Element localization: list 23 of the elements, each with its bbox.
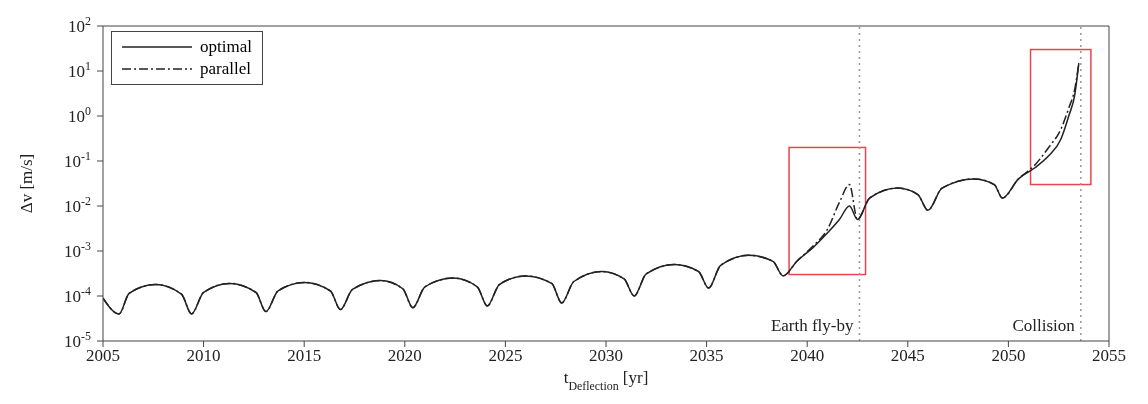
legend-label: optimal	[200, 36, 252, 58]
x-tick-label: 2030	[589, 346, 623, 366]
y-tick-label: 10$^{-4}$	[64, 284, 92, 306]
ref-line-label: Earth fly-by	[770, 316, 855, 335]
ref-line-label: Collision	[1012, 316, 1076, 335]
y-tick-label: 10$^{-2}$	[64, 194, 92, 216]
x-axis-title: t$_{Deflection}$ [yr]	[563, 368, 649, 393]
x-tick-label: 2025	[488, 346, 523, 366]
x-tick-label: 2010	[186, 346, 221, 366]
x-tick-label: 2050	[991, 346, 1026, 366]
x-tick-label: 2035	[689, 346, 724, 366]
x-tick-label: 2015	[287, 346, 322, 366]
x-tick-label: 2020	[387, 346, 422, 366]
y-tick-label: 10$^{-3}$	[64, 239, 92, 261]
y-tick-label: 10$^{2}$	[68, 14, 92, 36]
x-tick-label: 2045	[890, 346, 925, 366]
y-axis-title: Δv [m/s]	[17, 153, 36, 214]
x-tick-label: 2040	[790, 346, 825, 366]
y-tick-label: 10$^{-1}$	[64, 149, 92, 171]
legend-label: parallel	[200, 58, 251, 80]
x-tick-label: 2055	[1092, 346, 1126, 366]
y-tick-label: 10$^{0}$	[68, 104, 92, 126]
y-tick-label: 10$^{1}$	[68, 59, 92, 81]
